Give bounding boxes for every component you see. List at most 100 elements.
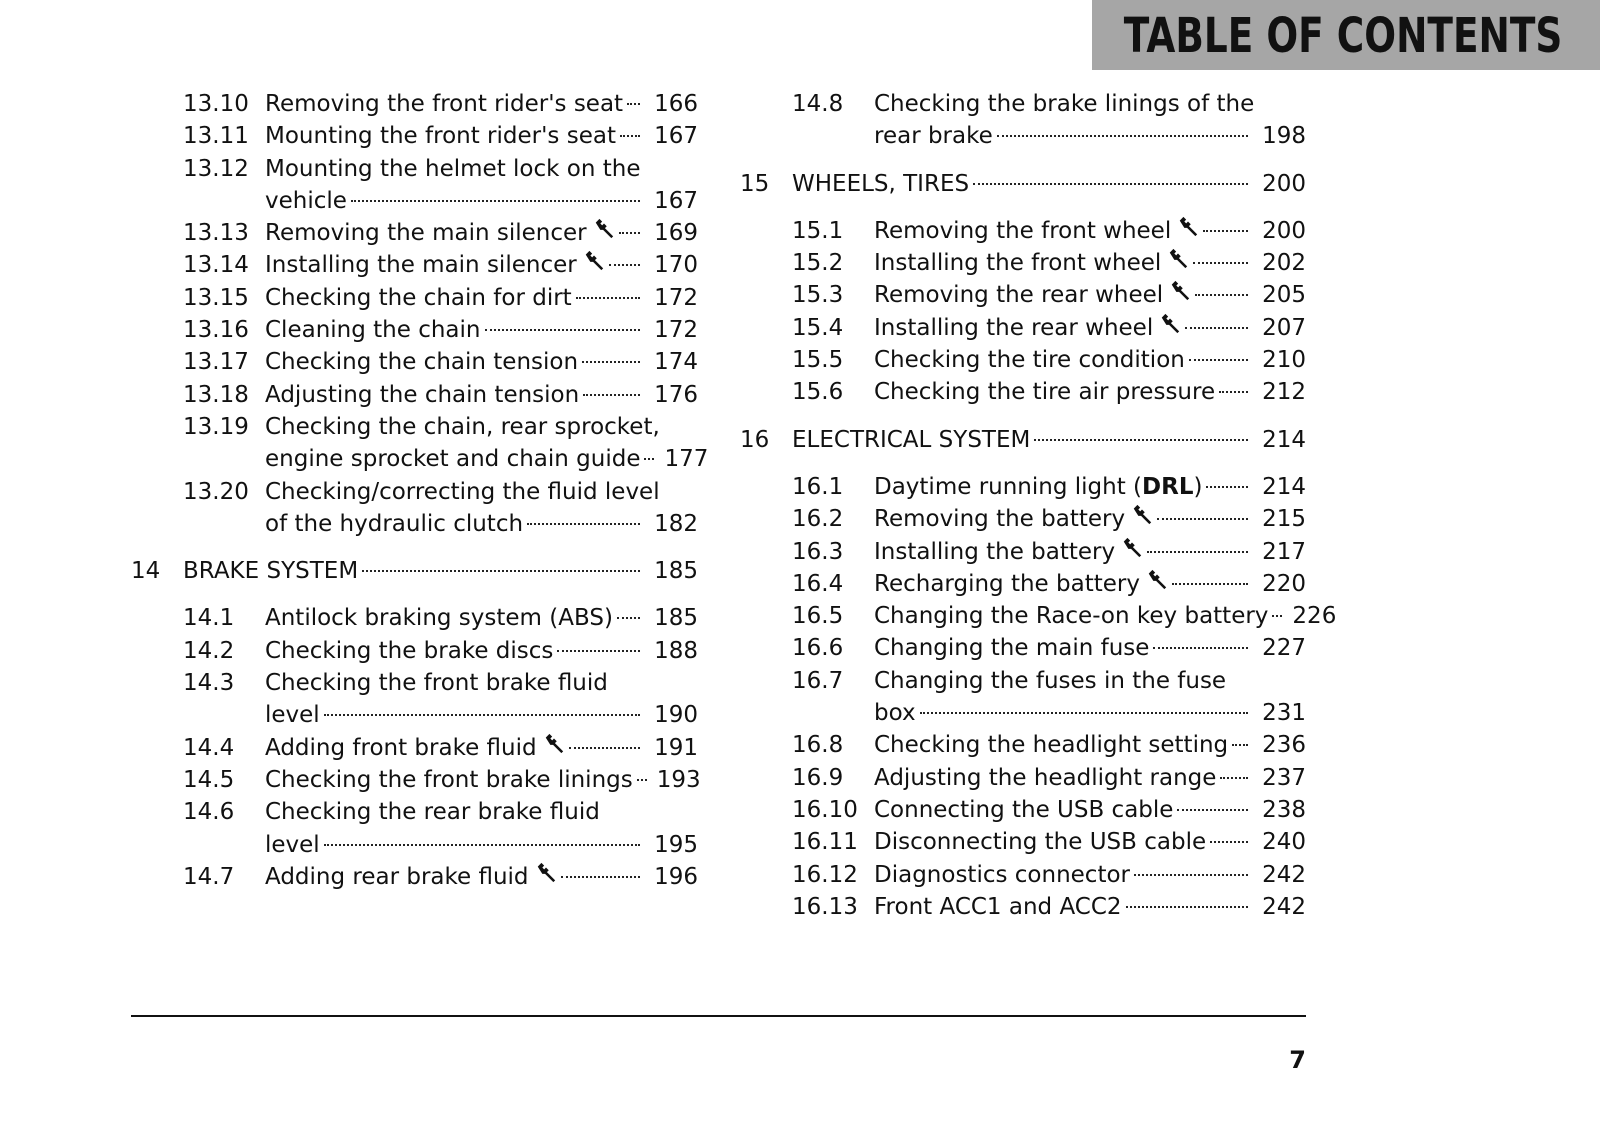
entry-title-line: Antilock braking system (ABS) 185 <box>265 602 698 634</box>
dot-leader <box>627 103 640 105</box>
toc-entry: 16.12 Diagnostics connector 242 <box>740 859 1306 891</box>
page-ref: 214 <box>1262 426 1306 453</box>
toc-entry: 16.4 Recharging the battery 220 <box>740 568 1306 600</box>
dot-leader <box>996 135 1248 138</box>
entry-title-line: Removing the rear wheel 205 <box>874 279 1306 311</box>
entry-title-line: Changing the fuses in the fuse <box>874 665 1306 697</box>
entry-title-line: box 231 <box>874 697 1306 729</box>
toc-entry: 13.10 Removing the front rider's seat 166 <box>131 88 698 120</box>
entry-title-line: Connecting the USB cable 238 <box>874 794 1306 826</box>
tool-icon <box>537 862 555 882</box>
page-ref: 215 <box>1262 506 1306 533</box>
entry-number: 16.9 <box>792 764 844 791</box>
toc-entry: 14 BRAKE SYSTEM 185 <box>131 555 698 587</box>
page-ref: 210 <box>1262 347 1306 374</box>
toc-entry: 13.14 Installing the main silencer 170 <box>131 249 698 281</box>
toc-entry: 15.1 Removing the front wheel 200 <box>740 215 1306 247</box>
toc-entry: 15.2 Installing the front wheel 202 <box>740 247 1306 279</box>
entry-title-line: vehicle 167 <box>265 185 698 217</box>
entry-title: Installing the battery <box>874 538 1116 565</box>
entry-number: 16 <box>740 426 770 453</box>
tool-icon <box>1171 281 1190 301</box>
entry-title: Removing the main silencer <box>265 220 587 247</box>
entry-number: 15 <box>740 170 770 197</box>
page-ref: 190 <box>654 702 698 729</box>
entry-title-line: Changing the main fuse 227 <box>874 632 1306 664</box>
entry-title-line: Checking/correcting the fluid level <box>265 476 698 508</box>
toc-entry: 15.4 Installing the rear wheel 207 <box>740 312 1306 344</box>
entry-title: Checking the brake linings of the <box>874 91 1255 117</box>
toc-entry: 14.3 Checking the front brake fluid level 1… <box>131 667 698 732</box>
toc-entry: 13.19 Checking the chain, rear sprocket, e… <box>131 411 708 476</box>
entry-title: Checking the tire air pressure <box>874 379 1216 406</box>
entry-title-line: Diagnostics connector 242 <box>874 859 1306 891</box>
title-text: ) <box>1193 473 1203 500</box>
page-ref: 195 <box>654 831 698 858</box>
entry-number: 13.17 <box>183 349 249 376</box>
dot-leader <box>973 182 1248 185</box>
entry-number: 13.16 <box>183 317 249 344</box>
entry-title: Adjusting the headlight range <box>874 764 1217 791</box>
entry-number: 13.10 <box>183 91 249 117</box>
page-ref: 172 <box>654 284 698 311</box>
entry-number: 16.2 <box>792 506 844 533</box>
entry-title: Cleaning the chain <box>265 317 481 344</box>
entry-title-line: Checking the front brake fluid <box>265 667 698 699</box>
entry-number: 15.4 <box>792 314 844 341</box>
dot-leader <box>1203 229 1248 232</box>
entry-title: level <box>265 702 320 729</box>
page-ref: 167 <box>654 123 698 150</box>
dot-leader <box>1188 359 1248 362</box>
toc-entry: 16.2 Removing the battery 215 <box>740 503 1306 535</box>
entry-title-line: level 195 <box>265 829 698 861</box>
entry-title: Diagnostics connector <box>874 861 1130 888</box>
toc-entry: 15.6 Checking the tire air pressure 212 <box>740 376 1306 408</box>
page-ref: 212 <box>1262 379 1306 406</box>
entry-number: 16.10 <box>792 796 858 823</box>
entry-title: Adding front brake fluid <box>265 734 537 761</box>
entry-title-line: Checking the brake linings of the <box>874 88 1306 120</box>
dot-leader <box>1134 873 1248 876</box>
entry-title: rear brake <box>874 123 993 150</box>
page-ref: 191 <box>654 734 698 761</box>
toc-entry: 15.3 Removing the rear wheel 205 <box>740 279 1306 311</box>
entry-title-line: Daytime running light (DRL) 214 <box>874 471 1306 503</box>
dot-leader <box>323 714 640 717</box>
entry-title-line: level 190 <box>265 699 698 731</box>
toc-entry: 13.20 Checking/correcting the fluid level… <box>131 476 698 541</box>
dot-leader <box>1125 905 1248 908</box>
entry-title-line: Installing the battery 217 <box>874 536 1306 568</box>
entry-title: of the hydraulic clutch <box>265 510 524 537</box>
toc-entry: 13.16 Cleaning the chain 172 <box>131 314 698 346</box>
toc-entry: 14.8 Checking the brake linings of the rea… <box>740 88 1306 153</box>
entry-title-line: engine sprocket and chain guide 177 <box>265 443 708 475</box>
entry-number: 13.20 <box>183 478 249 505</box>
entry-title-line: Adding rear brake fluid 196 <box>265 861 698 893</box>
toc-entry: 16.7 Changing the fuses in the fuse box 231 <box>740 665 1306 730</box>
entry-title-line: Cleaning the chain 172 <box>265 314 698 346</box>
entry-title-line: Removing the front rider's seat 166 <box>265 88 698 120</box>
page-ref: 217 <box>1262 538 1306 565</box>
dot-leader <box>1219 391 1248 394</box>
dot-leader <box>1232 744 1248 747</box>
entry-number: 15.1 <box>792 217 844 244</box>
page-ref: 172 <box>654 317 698 344</box>
entry-title-line: Mounting the front rider's seat 167 <box>265 120 698 152</box>
dot-leader <box>1193 262 1248 265</box>
toc-entry: 16.6 Changing the main fuse 227 <box>740 632 1306 664</box>
entry-title: Removing the battery <box>874 506 1126 533</box>
toc-entry: 15.5 Checking the tire condition 210 <box>740 344 1306 376</box>
entry-title-line: BRAKE SYSTEM 185 <box>183 555 698 587</box>
dot-leader <box>583 393 640 396</box>
entry-number: 13.14 <box>183 252 249 279</box>
dot-leader <box>362 570 640 573</box>
dot-leader <box>636 778 647 781</box>
page-ref: 200 <box>1262 170 1306 197</box>
tool-icon <box>1161 313 1180 333</box>
page-ref: 237 <box>1262 764 1306 791</box>
dot-leader <box>1034 438 1248 441</box>
entry-title: vehicle <box>265 187 347 214</box>
page-number: 7 <box>1289 1046 1306 1074</box>
dot-leader <box>1177 808 1248 811</box>
tool-icon <box>1179 216 1198 237</box>
